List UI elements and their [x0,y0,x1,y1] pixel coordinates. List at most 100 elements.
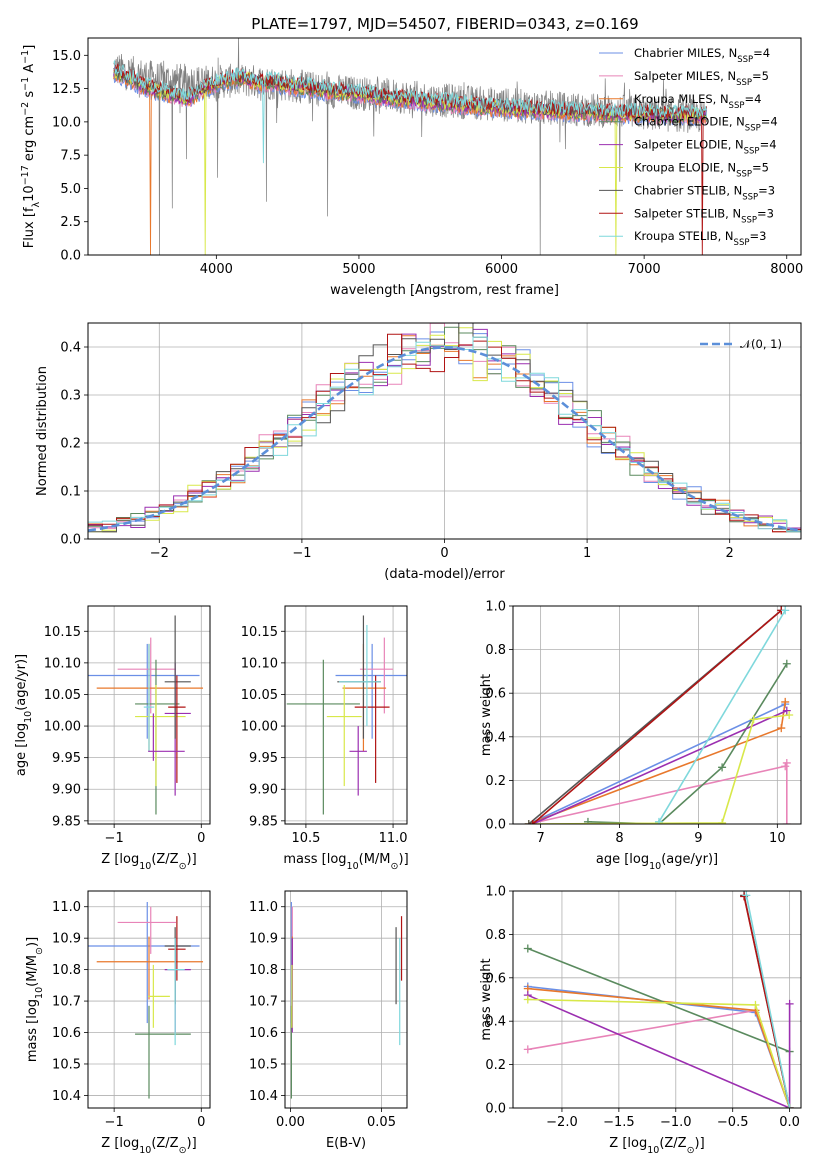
legend-label-main: Kroupa MILES, N [634,92,729,106]
x-axis-label: wavelength [Angstrom, rest frame] [330,283,559,298]
salpeter-miles-errorbar [359,637,394,714]
y-axis-label-part: 10 [23,711,34,723]
y-tick-label: 2.5 [60,215,81,230]
normal-distribution-curve [88,346,801,532]
x-tick-label: 2 [726,546,734,561]
x-axis-label: mass [log10(M/M⊙)] [283,852,408,872]
axes-frame [284,890,408,1109]
x-axis-label: age [log10(age/yr)] [596,852,718,872]
y-tick-label: 0.6 [485,687,506,702]
x-tick-label: 6000 [485,262,518,277]
x-axis-label-part: age [log [596,852,649,867]
chabrier-miles-errorbar [88,643,200,739]
x-tick-label: −1.5 [603,1115,635,1130]
kroupa-elodie-weight-marker [751,1000,760,1009]
y-tick-label: 10.15 [44,625,81,640]
chabrier-elodie-weight-marker [718,763,727,772]
y-axis-label-part: ] [22,45,37,50]
y-tick-label: 10.4 [249,1089,278,1104]
y-tick-label: 10.6 [52,1026,81,1041]
x-tick-label: 0 [197,1115,205,1130]
axes-frame [87,37,802,256]
legend-label-main: Salpeter STELIB, N [634,206,741,220]
kroupa-stelib-weight-marker [785,1104,794,1108]
legend-label-sub: SSP [734,238,750,248]
x-tick-label: 7000 [628,262,661,277]
x-tick-label: 10.5 [291,831,320,846]
y-tick-label: 10.05 [241,688,278,703]
y-axis-label-part: ⊙ [34,947,45,955]
kroupa-elodie-weight-line [528,714,790,824]
weight-vs-metallicity-panel: −2.0 −1.5 −1.0 −0.5 0.0 0.0 0.2 0.4 0.6 0.8 1.0 Z [… [479,885,802,1156]
kroupa-miles-weight-marker [781,697,790,706]
legend-label-main: Chabrier STELIB, N [634,183,742,197]
plot-area [290,902,403,1099]
y-tick-label: 9.90 [249,783,278,798]
y-axis-label-part: A [22,64,37,77]
x-tick-label: 0 [197,831,205,846]
legend-label-suffix: =3 [757,206,774,220]
legend-label-sub: SSP [744,147,760,157]
x-axis-label-part: ⊙ [179,861,187,872]
y-tick-label: 0.2 [485,1058,506,1073]
salpeter-stelib-weight-marker [528,820,537,824]
x-tick-label: 8000 [770,262,803,277]
x-tick-label: −1.0 [660,1115,692,1130]
chabrier-elodie-weight-marker [782,659,791,668]
y-axis-label-part: 10 [22,185,37,202]
y-tick-label: 10.10 [44,656,81,671]
y-axis-label: Normed distribution [35,366,50,496]
y-tick-label: 9.95 [52,751,81,766]
legend-label-sub: SSP [741,215,757,225]
chabrier-miles-weight-line [528,703,786,824]
legend-label-main: Chabrier ELODIE, N [634,115,745,129]
x-axis-label: Z [log10(Z/Z⊙)] [101,852,196,872]
legend-label-sub: SSP [745,124,761,134]
x-axis-label-part: Z [log [101,852,139,867]
residuals-panel: −2 −1 0 1 2 0.0 0.1 0.2 0.3 0.4 (data-model)/error… [35,322,802,582]
salpeter-miles-weight-line [528,762,788,824]
legend-label: Kroupa ELODIE, NSSP=5 [634,161,769,180]
y-tick-label: 0.3 [60,389,81,404]
legend-label: Kroupa STELIB, NSSP=3 [634,229,766,248]
axes-frame [512,605,802,825]
x-axis-label-part: )] [399,852,409,867]
y-axis-label: Flux [fλ10−17 erg cm−2 s−1 A−1] [20,45,42,249]
y-axis-label-part: )] [25,937,40,947]
y-tick-label: 10.4 [52,1089,81,1104]
chabrier-elodie-errorbar [286,659,360,815]
y-axis-label: mass weight [479,674,494,756]
y-tick-label: 12.5 [52,82,81,97]
plot-area [88,615,204,815]
x-tick-label: 8 [615,831,623,846]
x-axis-label-part: 10 [139,861,151,872]
y-axis-label-part: mass [log [25,999,40,1062]
salpeter-miles-weight-marker [782,820,791,824]
x-tick-label: −2.0 [546,1115,578,1130]
chabrier-elodie-weight-marker [523,944,532,953]
y-tick-label: 11.0 [249,900,278,915]
y-axis-label: age [log10(age/yr)] [14,654,34,776]
y-tick-label: 10.8 [249,963,278,978]
x-tick-label: 9 [694,831,702,846]
y-tick-label: 10.7 [249,995,278,1010]
kroupa-elodie-errorbar [326,684,362,787]
kroupa-stelib-weight-marker [781,606,790,615]
y-tick-label: 10.6 [249,1026,278,1041]
plot-area [523,891,794,1108]
y-tick-label: 10.9 [52,932,81,947]
y-tick-label: 7.5 [60,149,81,164]
legend-label-suffix: =3 [749,229,766,243]
y-tick-label: 0.2 [485,774,506,789]
y-axis-label-part: erg cm [22,116,37,165]
chabrier-elodie-errorbar [135,1005,191,1099]
y-tick-label: 10.00 [241,720,278,735]
y-tick-label: 0.0 [60,533,81,548]
y-axis-label-part: age [log [14,723,29,776]
chabrier-miles-errorbar [335,643,407,739]
legend-label-suffix: =3 [758,183,775,197]
legend-label: Salpeter MILES, NSSP=5 [634,69,769,88]
axes-frame [87,322,802,540]
chabrier-elodie-weight-marker [583,817,592,824]
